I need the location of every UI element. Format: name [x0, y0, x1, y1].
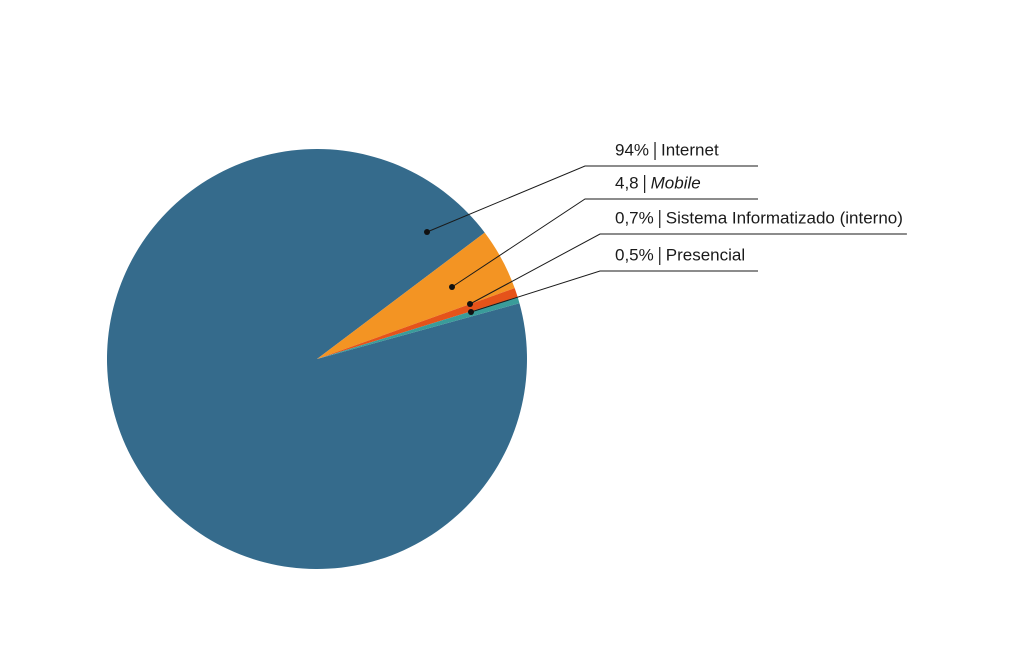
pie-slice [317, 232, 515, 359]
leader-line [470, 270, 758, 313]
category-label: Mobile [651, 173, 701, 192]
pie-slice [106, 148, 527, 569]
leader-dot [467, 301, 473, 307]
value-label: 4,8 [615, 173, 639, 192]
value-label: 94% [615, 140, 649, 159]
pie-slice [317, 288, 518, 359]
leader-line [451, 198, 758, 288]
value-label: 0,5% [615, 245, 654, 264]
leader-dot [449, 284, 455, 290]
value-label: 0,7% [615, 208, 654, 227]
leader-line [426, 165, 758, 233]
leader-dot [424, 229, 430, 235]
category-label: Presencial [666, 245, 745, 264]
leader-line [469, 233, 907, 305]
category-label: Sistema Informatizado (interno) [666, 208, 903, 227]
leader-dot [468, 309, 474, 315]
category-label: Internet [661, 140, 719, 159]
